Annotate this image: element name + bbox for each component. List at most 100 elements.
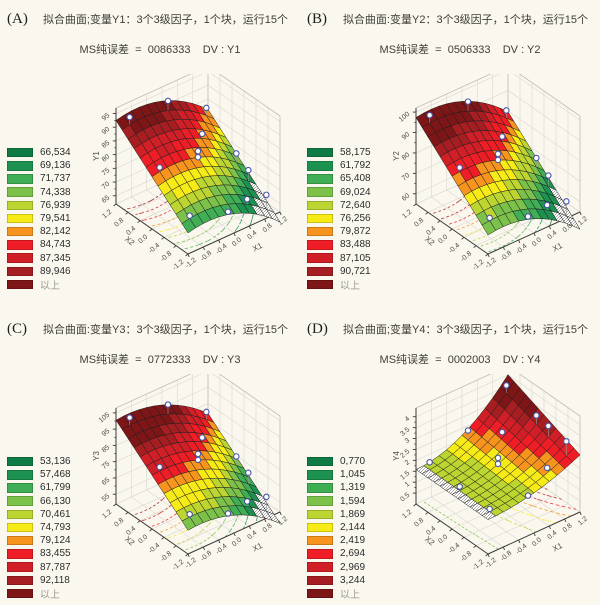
legend-color-swatch bbox=[307, 535, 333, 546]
legend-color-swatch bbox=[7, 240, 33, 250]
legend-color-swatch bbox=[7, 549, 33, 559]
svg-text:-0.8: -0.8 bbox=[499, 250, 513, 263]
legend-row: 76,256 bbox=[307, 212, 379, 225]
svg-text:X2: X2 bbox=[123, 234, 137, 247]
legend-value-label: 2,694 bbox=[340, 548, 366, 560]
svg-text:0.8: 0.8 bbox=[113, 217, 125, 229]
svg-text:X2: X2 bbox=[423, 534, 437, 547]
panel-B-surface-plot: 60708090100Y2-1.2-0.8-0.40.00.40.81.2X2-… bbox=[392, 74, 589, 272]
svg-text:95: 95 bbox=[101, 428, 112, 438]
legend-color-swatch bbox=[307, 575, 333, 586]
legend-value-label: 92,118 bbox=[40, 574, 70, 586]
legend-value-label: 66,534 bbox=[40, 147, 71, 159]
panel-D: (D) 拟合曲面;变量Y4：3个3级因子，1个块，运行15个 MS纯误差 = 0… bbox=[300, 310, 600, 605]
legend-value-label: 以上 bbox=[340, 280, 360, 292]
panel-B-title: 拟合曲面:变量Y2：3个3级因子，1个块，运行15个 bbox=[342, 14, 589, 26]
legend-color-swatch bbox=[7, 279, 33, 290]
panel-A-surface-plot: 65707580859095Y1-1.2-0.8-0.40.00.40.81.2… bbox=[92, 74, 289, 272]
svg-text:-0.8: -0.8 bbox=[499, 550, 513, 563]
svg-text:1.5: 1.5 bbox=[399, 470, 411, 482]
panel-A-label: (A) bbox=[7, 11, 28, 27]
svg-text:-1.2: -1.2 bbox=[172, 559, 186, 572]
svg-text:Y2: Y2 bbox=[392, 151, 401, 161]
legend-color-swatch bbox=[307, 522, 333, 533]
legend-row: 53,136 bbox=[7, 455, 79, 468]
svg-text:105: 105 bbox=[98, 411, 112, 424]
svg-text:1.2: 1.2 bbox=[101, 209, 113, 221]
svg-text:100: 100 bbox=[398, 111, 412, 124]
scatter-points bbox=[126, 97, 270, 219]
legend-color-swatch bbox=[307, 456, 333, 467]
svg-text:-1.2: -1.2 bbox=[172, 259, 186, 272]
svg-text:80: 80 bbox=[101, 153, 112, 163]
svg-text:X1: X1 bbox=[251, 241, 264, 254]
legend-value-label: 58,175 bbox=[340, 147, 371, 159]
legend-color-swatch bbox=[7, 535, 33, 546]
legend-value-label: 1,869 bbox=[340, 508, 366, 520]
legend-value-label: 69,024 bbox=[340, 186, 371, 198]
svg-text:70: 70 bbox=[401, 172, 412, 182]
legend-color-swatch bbox=[7, 562, 33, 572]
surface-mesh bbox=[115, 404, 281, 531]
legend-color-swatch bbox=[7, 213, 33, 224]
legend-color-swatch bbox=[7, 147, 33, 158]
panel-D-legend: 0,770 1,045 1,319 1,594 1,869 2,144 2,419 2,694… bbox=[307, 455, 379, 601]
svg-text:-0.4: -0.4 bbox=[515, 543, 529, 556]
svg-text:95: 95 bbox=[101, 112, 112, 122]
legend-row: 69,136 bbox=[7, 159, 79, 172]
legend-color-swatch bbox=[7, 456, 33, 467]
svg-text:4: 4 bbox=[404, 415, 412, 423]
legend-color-swatch bbox=[307, 240, 333, 250]
legend-row: 65,408 bbox=[307, 172, 379, 185]
svg-text:Y3: Y3 bbox=[92, 451, 101, 461]
legend-value-label: 87,787 bbox=[40, 561, 71, 573]
legend-value-label: 3,244 bbox=[340, 574, 366, 586]
legend-value-label: 79,872 bbox=[340, 226, 371, 238]
svg-text:-1.2: -1.2 bbox=[184, 257, 198, 270]
legend-row: 2,419 bbox=[307, 534, 379, 547]
legend-color-swatch bbox=[307, 174, 333, 184]
svg-text:0.0: 0.0 bbox=[437, 234, 449, 246]
legend-value-label: 69,136 bbox=[40, 160, 71, 172]
svg-text:-0.8: -0.8 bbox=[199, 550, 213, 563]
legend-row: 87,105 bbox=[307, 252, 379, 265]
legend-row: 58,175 bbox=[307, 146, 379, 159]
svg-text:2: 2 bbox=[404, 459, 412, 467]
svg-text:60: 60 bbox=[401, 192, 412, 202]
svg-text:-0.4: -0.4 bbox=[215, 543, 229, 556]
legend-row: 66,534 bbox=[7, 146, 79, 159]
legend-row: 61,799 bbox=[7, 481, 79, 494]
legend-row: 1,869 bbox=[307, 508, 379, 521]
svg-text:75: 75 bbox=[101, 167, 112, 177]
panel-A-title: 拟合曲面;变量Y1：3个3级因子，1个块，运行15个 bbox=[42, 14, 289, 26]
legend-color-swatch bbox=[7, 483, 33, 493]
panel-D-label: (D) bbox=[307, 321, 328, 337]
svg-text:0.0: 0.0 bbox=[137, 534, 149, 546]
panel-C-surface-plot: 5565758595105Y3-1.2-0.8-0.40.00.40.81.2X… bbox=[92, 374, 289, 572]
legend-row: 76,939 bbox=[7, 199, 79, 212]
svg-text:-0.4: -0.4 bbox=[448, 242, 462, 255]
legend-row: 以上 bbox=[7, 587, 79, 601]
legend-row: 87,787 bbox=[7, 561, 79, 574]
svg-text:X2: X2 bbox=[423, 234, 437, 247]
legend-row: 2,969 bbox=[307, 561, 379, 574]
svg-text:Y4: Y4 bbox=[392, 451, 401, 461]
surface-mesh bbox=[415, 374, 581, 520]
legend-row: 89,946 bbox=[7, 265, 79, 278]
legend-row: 2,144 bbox=[307, 521, 379, 534]
legend-value-label: 65,408 bbox=[340, 173, 371, 185]
legend-value-label: 82,142 bbox=[40, 226, 71, 238]
svg-text:0.8: 0.8 bbox=[262, 522, 274, 534]
panel-A-subtitle: MS纯误差 = 0086333 DV : Y1 bbox=[79, 44, 241, 56]
legend-color-swatch bbox=[307, 213, 333, 224]
legend-row: 57,468 bbox=[7, 468, 79, 481]
legend-color-swatch bbox=[307, 226, 333, 237]
legend-value-label: 2,144 bbox=[340, 522, 366, 534]
legend-color-swatch bbox=[7, 496, 33, 506]
svg-text:0.0: 0.0 bbox=[231, 236, 243, 248]
legend-value-label: 90,721 bbox=[340, 265, 371, 277]
svg-text:0.4: 0.4 bbox=[425, 225, 437, 237]
panel-B: (B) 拟合曲面:变量Y2：3个3级因子，1个块，运行15个 MS纯误差 = 0… bbox=[300, 0, 600, 310]
scatter-points bbox=[126, 401, 270, 518]
svg-text:-0.8: -0.8 bbox=[199, 250, 213, 263]
